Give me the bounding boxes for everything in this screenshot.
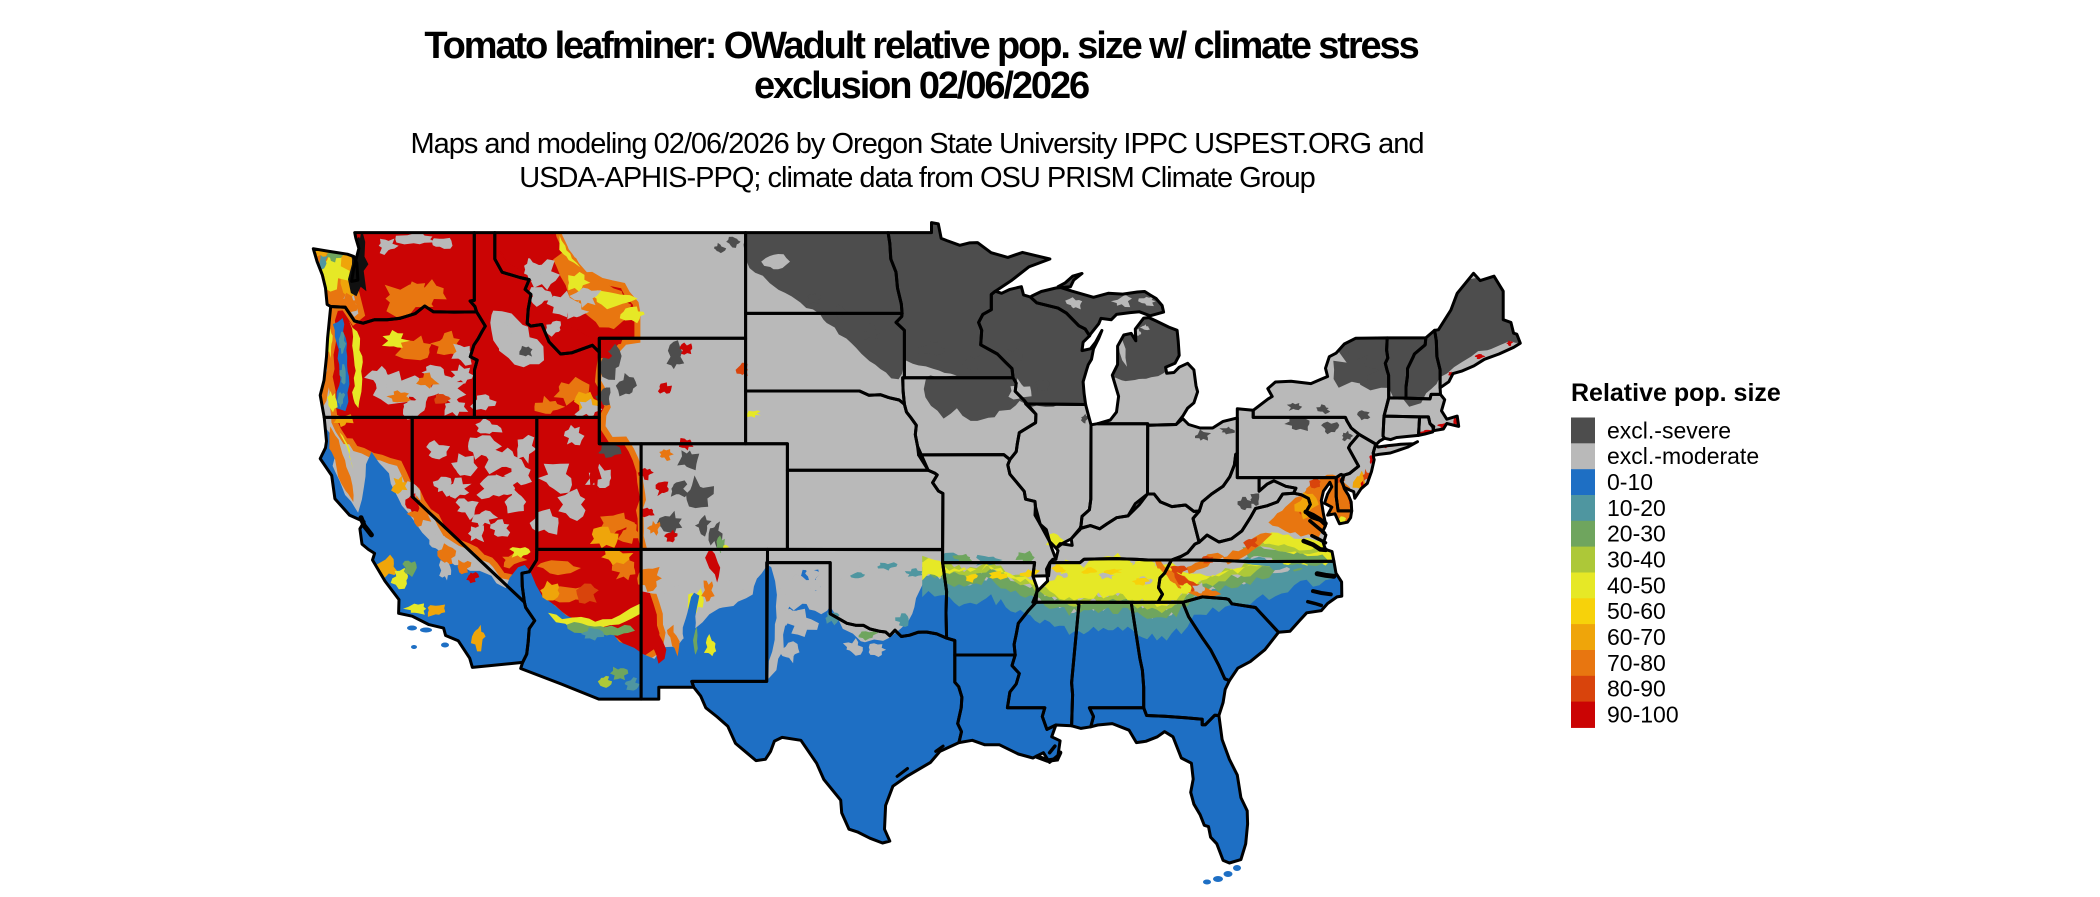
svg-text:70-80: 70-80 [1607,650,1666,676]
svg-text:Tomato leafminer: OWadult rela: Tomato leafminer: OWadult relative pop. … [424,25,1418,67]
svg-text:USDA-APHIS-PPQ; climate data f: USDA-APHIS-PPQ; climate data from OSU PR… [519,162,1315,194]
svg-text:60-70: 60-70 [1607,624,1666,650]
svg-text:0-10: 0-10 [1607,469,1653,495]
svg-text:80-90: 80-90 [1607,676,1666,702]
svg-text:exclusion 02/06/2026: exclusion 02/06/2026 [754,65,1089,107]
svg-text:excl.-severe: excl.-severe [1607,417,1731,443]
svg-text:90-100: 90-100 [1607,702,1679,728]
svg-text:50-60: 50-60 [1607,598,1666,624]
svg-text:10-20: 10-20 [1607,495,1666,521]
svg-text:excl.-moderate: excl.-moderate [1607,443,1759,469]
svg-text:20-30: 20-30 [1607,521,1666,547]
svg-text:Relative pop. size: Relative pop. size [1571,379,1781,407]
svg-text:30-40: 30-40 [1607,547,1666,573]
svg-text:Maps and modeling 02/06/2026 b: Maps and modeling 02/06/2026 by Oregon S… [410,128,1423,160]
svg-text:40-50: 40-50 [1607,572,1666,598]
